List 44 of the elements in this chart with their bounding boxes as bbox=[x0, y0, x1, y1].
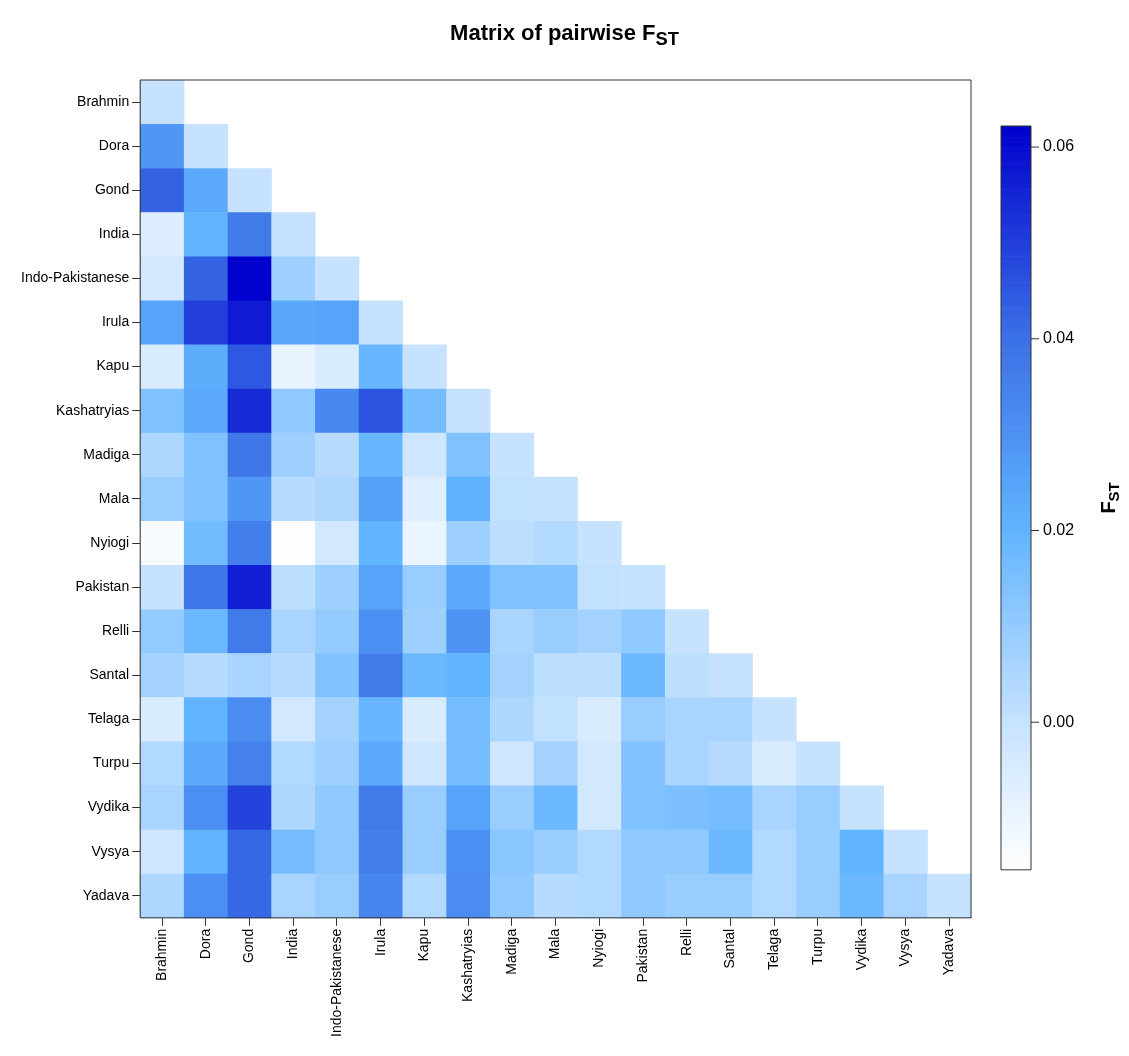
x-tick-label: Kashatryias bbox=[458, 928, 475, 1002]
y-tick-label: Mala bbox=[98, 489, 130, 506]
x-tick-label: Mala bbox=[546, 928, 563, 960]
y-tick-label: Gond bbox=[94, 181, 130, 198]
x-tick-label: Vydika bbox=[852, 928, 869, 971]
y-tick-label: Santal bbox=[89, 666, 130, 683]
y-tick-label: Madiga bbox=[83, 445, 130, 462]
x-tick-label: Madiga bbox=[502, 928, 519, 975]
x-tick-label: Brahmin bbox=[152, 928, 169, 981]
y-tick-label: Vysya bbox=[91, 842, 130, 859]
x-tick-label: India bbox=[284, 928, 301, 960]
y-tick-label: Telaga bbox=[87, 710, 130, 727]
x-tick-label: Dora bbox=[196, 928, 213, 960]
x-tick-label: Santal bbox=[721, 928, 738, 969]
y-tick-label: Dora bbox=[98, 137, 130, 153]
color-bar-title: FST bbox=[1096, 482, 1123, 514]
chart-title: Matrix of pairwise F$_{ST}$ bbox=[449, 19, 680, 52]
x-tick-label: Turpu bbox=[808, 928, 825, 965]
color-bar-label: 0.04 bbox=[1043, 329, 1075, 347]
color-bar-label: 0.00 bbox=[1043, 712, 1075, 730]
y-tick-label: Kashatryias bbox=[56, 401, 130, 418]
x-tick-label: Indo-Pakistanese bbox=[327, 928, 344, 1038]
color-bar-label: 0.02 bbox=[1043, 520, 1075, 538]
y-tick-label: Indo-Pakistanese bbox=[20, 269, 130, 286]
y-tick-label: India bbox=[98, 225, 130, 242]
x-tick-label: Vysya bbox=[896, 928, 913, 967]
x-tick-label: Pakistan bbox=[633, 928, 650, 983]
x-tick-label: Irula bbox=[371, 928, 388, 957]
y-tick-label: Turpu bbox=[93, 754, 130, 771]
x-tick-label: Yadava bbox=[940, 928, 956, 976]
x-tick-label: Gond bbox=[240, 928, 257, 964]
x-tick-label: Kapu bbox=[415, 928, 432, 962]
y-tick-label: Yadava bbox=[82, 886, 130, 903]
x-tick-label: Relli bbox=[677, 928, 694, 957]
y-tick-label: Kapu bbox=[96, 357, 130, 374]
y-tick-label: Irula bbox=[101, 313, 130, 330]
y-tick-label: Brahmin bbox=[77, 92, 130, 109]
x-tick-label: Nyiogi bbox=[590, 928, 607, 968]
y-tick-label: Nyiogi bbox=[90, 533, 130, 550]
y-tick-label: Vydika bbox=[87, 798, 130, 815]
x-tick-label: Telaga bbox=[765, 928, 782, 971]
y-tick-label: Relli bbox=[101, 622, 130, 639]
color-bar-label: 0.06 bbox=[1043, 137, 1075, 155]
y-tick-label: Pakistan bbox=[75, 577, 130, 594]
